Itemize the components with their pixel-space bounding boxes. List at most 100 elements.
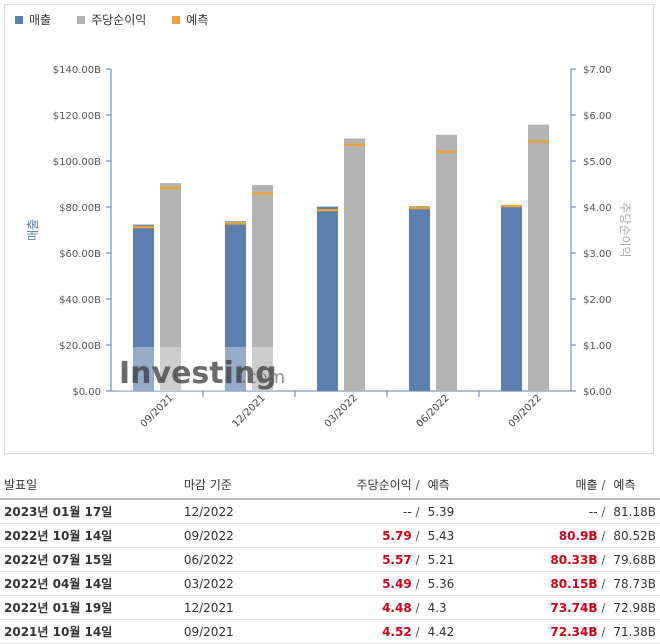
revenue-bar xyxy=(409,206,430,391)
left-tick-label: $120.00B xyxy=(53,111,101,122)
x-tick-label: 09/2021 xyxy=(139,393,176,430)
revenue-forecast-mark xyxy=(133,225,154,229)
watermark-logo: Investing xyxy=(119,356,277,391)
row-revenue: 73.74B xyxy=(550,600,598,615)
row-rev-sep: / xyxy=(601,528,606,543)
legend-swatch-eps xyxy=(77,15,86,24)
header-period[interactable]: 마감 기준 xyxy=(179,470,284,500)
row-eps-sep: / xyxy=(415,624,420,639)
right-tick-label: $1.00 xyxy=(583,341,612,352)
revenue-forecast-mark xyxy=(409,206,430,210)
row-revenue: 80.9B xyxy=(558,528,598,543)
watermark-suffix: .com xyxy=(241,367,285,388)
row-eps-forecast: 4.3 xyxy=(423,595,492,620)
row-period: 09/2021 xyxy=(179,619,284,644)
left-tick-label: $100.00B xyxy=(53,157,101,168)
eps-bar xyxy=(160,183,181,391)
x-tick-label: 03/2022 xyxy=(323,393,360,430)
table-row: 2021년 10월 14일 09/2021 4.52 /4.42 72.34B /71… xyxy=(0,619,660,644)
left-tick-label: $140.00B xyxy=(53,65,101,76)
row-date: 2022년 01월 19일 xyxy=(0,595,180,620)
revenue-bar xyxy=(225,221,246,391)
row-date: 2022년 04월 14일 xyxy=(0,571,180,596)
row-date: 2021년 10월 14일 xyxy=(0,619,180,644)
header-revenue[interactable]: 매출 xyxy=(575,477,598,492)
table-row: 2022년 07월 15일 06/2022 5.57 /5.21 80.33B /79… xyxy=(0,547,660,572)
row-rev-sep: / xyxy=(601,504,606,519)
row-revenue: -- xyxy=(588,504,598,519)
row-rev-sep: / xyxy=(601,552,606,567)
row-period: 09/2022 xyxy=(179,523,284,548)
legend-label-revenue: 매출 xyxy=(29,13,52,27)
table-header-row: 발표일 마감 기준 주당순이익 / 예측 매출 / 예측 xyxy=(0,470,660,500)
row-rev-forecast: 80.52B xyxy=(609,523,660,548)
revenue-forecast-mark xyxy=(501,204,522,208)
right-tick-label: $7.00 xyxy=(583,65,612,76)
eps-forecast-mark xyxy=(252,192,273,195)
row-eps: 5.57 xyxy=(382,552,412,567)
right-tick-label: $6.00 xyxy=(583,111,612,122)
row-eps-forecast: 4.42 xyxy=(423,619,492,644)
eps-bar xyxy=(344,138,365,391)
right-tick-label: $2.00 xyxy=(583,295,612,306)
revenue-forecast-mark xyxy=(225,222,246,225)
legend-label-forecast: 예측 xyxy=(186,13,209,27)
row-rev-sep: / xyxy=(601,576,606,591)
row-eps: 4.48 xyxy=(382,600,412,615)
right-tick-label: $0.00 xyxy=(583,387,612,398)
watermark-backdrop xyxy=(117,347,277,391)
legend-swatch-revenue xyxy=(15,15,23,24)
row-eps: -- xyxy=(403,504,412,519)
earnings-table: 발표일 마감 기준 주당순이익 / 예측 매출 / 예측 2023년 01월 1… xyxy=(0,470,660,644)
eps-forecast-mark xyxy=(344,143,365,146)
left-tick-label: $40.00B xyxy=(59,295,101,306)
table-row: 2022년 04월 14일 03/2022 5.49 /5.36 80.15B /78… xyxy=(0,571,660,596)
header-eps-forecast[interactable]: 예측 xyxy=(423,470,492,500)
row-rev-forecast: 81.18B xyxy=(609,499,660,524)
row-rev-forecast: 78.73B xyxy=(609,571,660,596)
table-row: 2023년 01월 17일 12/2022 -- /5.39 -- /81.18B xyxy=(0,499,660,524)
legend-item-eps[interactable]: 주당순이익 xyxy=(77,11,146,28)
row-period: 12/2022 xyxy=(179,499,284,524)
header-eps-sep: / xyxy=(415,477,420,492)
header-eps[interactable]: 주당순이익 xyxy=(356,477,412,492)
left-tick-label: $60.00B xyxy=(59,249,101,260)
right-tick-label: $3.00 xyxy=(583,249,612,260)
row-rev-forecast: 71.38B xyxy=(609,619,660,644)
row-period: 06/2022 xyxy=(179,547,284,572)
row-eps-sep: / xyxy=(415,600,420,615)
eps-forecast-mark xyxy=(528,140,549,143)
legend-item-revenue[interactable]: 매출 xyxy=(15,11,51,28)
row-eps: 4.52 xyxy=(382,624,412,639)
table-row: 2022년 10월 14일 09/2022 5.79 /5.43 80.9B /80.… xyxy=(0,523,660,548)
right-tick-label: $4.00 xyxy=(583,203,612,214)
x-tick-label: 12/2021 xyxy=(231,393,268,430)
row-date: 2023년 01월 17일 xyxy=(0,499,180,524)
eps-bar xyxy=(252,184,273,391)
header-rev-forecast[interactable]: 예측 xyxy=(609,470,660,500)
row-eps-sep: / xyxy=(415,576,420,591)
row-revenue: 72.34B xyxy=(550,624,598,639)
eps-bar xyxy=(528,124,549,391)
chart-legend: 매출 주당순이익 예측 xyxy=(15,11,208,28)
row-rev-forecast: 72.98B xyxy=(609,595,660,620)
table-row: 2022년 01월 19일 12/2021 4.48 /4.3 73.74B /72.… xyxy=(0,595,660,620)
x-tick-label: 09/2022 xyxy=(507,393,544,430)
header-date[interactable]: 발표일 xyxy=(0,470,180,500)
legend-item-forecast[interactable]: 예측 xyxy=(172,11,208,28)
row-eps: 5.79 xyxy=(382,528,412,543)
x-tick-label: 06/2022 xyxy=(415,393,452,430)
row-period: 12/2021 xyxy=(179,595,284,620)
right-tick-label: $5.00 xyxy=(583,157,612,168)
row-eps: 5.49 xyxy=(382,576,412,591)
revenue-forecast-mark xyxy=(317,208,338,212)
row-eps-forecast: 5.39 xyxy=(423,499,492,524)
row-eps-sep: / xyxy=(415,552,420,567)
left-tick-label: $20.00B xyxy=(59,341,101,352)
row-rev-sep: / xyxy=(601,624,606,639)
row-eps-forecast: 5.36 xyxy=(423,571,492,596)
row-rev-sep: / xyxy=(601,600,606,615)
row-date: 2022년 10월 14일 xyxy=(0,523,180,548)
row-revenue: 80.15B xyxy=(550,576,598,591)
right-axis-title: 주당순이익 xyxy=(618,202,632,257)
